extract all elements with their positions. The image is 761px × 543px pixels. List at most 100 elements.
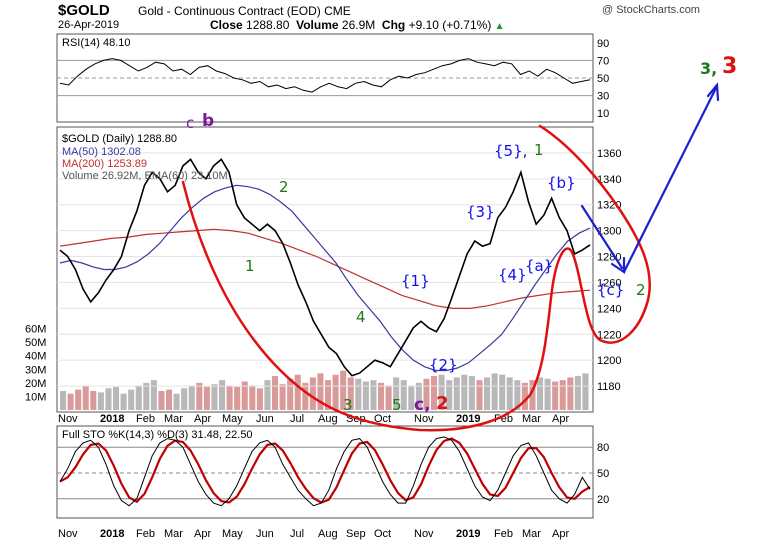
volume-bar — [166, 389, 173, 410]
stoch-title: Full STO %K(14,3) %D(3) 31.48, 22.50 — [62, 429, 253, 441]
wave-label-bb: {b} — [547, 174, 576, 192]
volume-bar — [226, 385, 233, 410]
volume-bar — [105, 388, 112, 410]
stoch-x-axis-label: Jun — [256, 528, 274, 540]
ma50-line — [59, 184, 591, 372]
x-axis-label: May — [222, 413, 243, 425]
blue-arrow-down — [580, 204, 624, 270]
volume-bar — [97, 392, 104, 410]
wave-label-c: c — [186, 114, 195, 132]
volume-bar — [309, 377, 316, 410]
close-value: 1288.80 — [246, 18, 290, 32]
volume-bar — [544, 378, 551, 410]
wave-label-b: b — [202, 111, 215, 131]
volume-bar — [567, 377, 574, 410]
wave-label-bc: {c} — [597, 281, 625, 299]
volume-bar — [484, 377, 491, 410]
wave-label-b2: {2} — [429, 356, 458, 374]
volume-bar — [249, 385, 256, 410]
stoch-x-axis-label: Mar — [522, 528, 541, 540]
volume-bar — [241, 381, 248, 410]
rsi-reference-lines — [57, 59, 593, 97]
red-wave-curve-left — [181, 124, 651, 432]
volume-bar — [219, 380, 226, 410]
stoch-x-axis-label: Jul — [290, 528, 304, 540]
price-panel-frame — [56, 126, 594, 413]
volume-bar — [82, 385, 89, 410]
volume-bar — [128, 389, 135, 410]
volume-bar — [552, 381, 559, 410]
legend-ma50: MA(50) 1302.08 — [62, 146, 141, 158]
volume-bar — [461, 374, 468, 410]
volume-bar — [60, 391, 67, 410]
wave-label-c-bottom: c, — [414, 395, 431, 415]
wave-label-2-green: 2 — [279, 178, 289, 196]
wave-label-ba: {a} — [525, 257, 554, 275]
volume-bar — [446, 380, 453, 410]
volume-bar — [393, 377, 400, 410]
volume-bar — [362, 381, 369, 410]
volume-bar — [135, 385, 142, 410]
volume-bar — [294, 374, 301, 410]
x-axis-labels: Nov 2018 Feb Mar Apr May Jun Jul Aug Sep Oct Nov 201… — [58, 413, 569, 425]
rsi-tick-label: 70 — [597, 55, 609, 67]
volume-bars — [60, 370, 589, 410]
volume-bar — [203, 386, 210, 410]
volume-bar — [272, 376, 279, 410]
price-tick-label: 1240 — [597, 303, 621, 315]
price-panel: 1180120012201240126012801300132013401360… — [25, 126, 621, 425]
stoch-x-axis-label: Aug — [318, 528, 338, 540]
stoch-reference-lines — [57, 446, 593, 500]
rsi-title: RSI(14) 48.10 — [62, 37, 130, 49]
volume-bar — [113, 386, 120, 410]
volume-bar — [415, 382, 422, 410]
volume-bar — [521, 382, 528, 410]
x-axis-label: Jun — [256, 413, 274, 425]
volume-bar — [400, 380, 407, 410]
blue-arrowhead-up — [706, 82, 720, 102]
volume-bar — [287, 378, 294, 410]
wave-label-2-right: 2 — [636, 281, 646, 299]
rsi-line — [59, 58, 591, 93]
stoch-x-axis-label: Apr — [194, 528, 211, 540]
volume-bar — [340, 370, 347, 410]
volume-bar — [431, 376, 438, 410]
volume-bar — [279, 384, 286, 410]
price-tick-label: 1260 — [597, 277, 621, 289]
stoch-tick-label: 80 — [597, 442, 609, 454]
price-tick-label: 1200 — [597, 355, 621, 367]
x-axis-label: 2019 — [456, 413, 480, 425]
stoch-x-axis-label: Feb — [494, 528, 513, 540]
volume-bar — [468, 376, 475, 410]
wave-label-b3: {3} — [466, 203, 495, 221]
volume-bar — [256, 388, 263, 410]
stoch-y-ticks: 20 50 80 — [597, 442, 609, 506]
x-axis-label: Nov — [414, 413, 434, 425]
volume-bar — [582, 373, 589, 410]
stoch-x-axis-label: Nov — [58, 528, 78, 540]
volume-bar — [90, 391, 97, 410]
stoch-x-axis-label: Oct — [374, 528, 391, 540]
price-tick-label: 1220 — [597, 329, 621, 341]
volume-tick-label: 10M — [25, 391, 46, 403]
stoch-k-line — [59, 436, 591, 507]
chg-up-arrow-icon: ▲ — [494, 21, 505, 32]
stoch-tick-label: 50 — [597, 468, 609, 480]
x-axis-label: Apr — [194, 413, 211, 425]
volume-bar — [453, 377, 460, 410]
volume-bar — [332, 374, 339, 410]
volume-bar — [211, 384, 218, 410]
volume-bar — [317, 373, 324, 410]
wave-label-3-top-red: 3 — [722, 54, 738, 79]
wave-label-3-green: 3 — [343, 396, 353, 414]
stoch-x-axis-label: Nov — [414, 528, 434, 540]
x-axis-label: 2018 — [100, 413, 124, 425]
volume-bar — [196, 382, 203, 410]
price-tick-label: 1360 — [597, 148, 621, 160]
quote-stats: Close 1288.80 Volume 26.9M Chg +9.10 (+0… — [210, 18, 505, 32]
wave-label-3-top: 3, — [700, 59, 718, 78]
volume-bar — [325, 380, 332, 410]
